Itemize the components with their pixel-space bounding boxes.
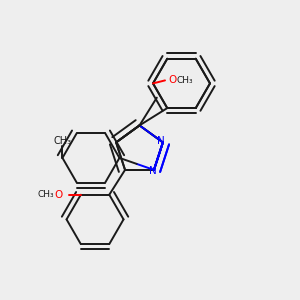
Text: CH₃: CH₃ [38,190,54,199]
Text: CH₃: CH₃ [53,136,71,146]
Text: N: N [148,167,156,176]
Text: O: O [168,75,177,85]
Text: CH₃: CH₃ [177,76,194,85]
Text: N: N [157,136,164,146]
Text: O: O [54,190,62,200]
